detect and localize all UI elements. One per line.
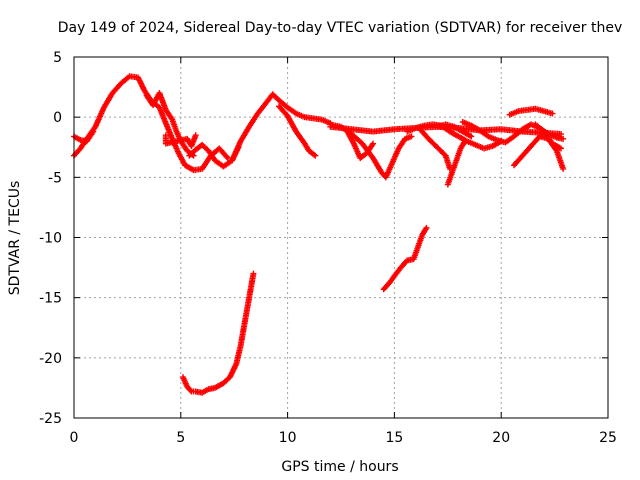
data-point <box>461 138 468 145</box>
chart-title: Day 149 of 2024, Sidereal Day-to-day VTE… <box>58 20 622 36</box>
x-axis-label: GPS time / hours <box>281 459 398 475</box>
y-tick-label: 5 <box>53 50 62 66</box>
series-track-1 <box>71 73 231 174</box>
y-tick-label: -20 <box>39 351 62 367</box>
series-track-19 <box>380 224 430 293</box>
data-point <box>423 224 430 231</box>
data-point <box>90 128 97 135</box>
data-point <box>250 270 257 277</box>
axis-ticks: 0 5 10 15 20 25 5 0 -5 -10 -15 -20 -25 <box>39 50 617 446</box>
data-point <box>370 140 377 147</box>
data-point <box>192 132 199 139</box>
data-point <box>468 133 475 140</box>
y-tick-label: 0 <box>53 110 62 126</box>
series-track-12 <box>434 121 475 140</box>
x-tick-label: 5 <box>176 430 185 446</box>
y-tick-label: -10 <box>39 231 62 247</box>
series-track-11 <box>417 126 453 172</box>
data-point <box>312 152 319 159</box>
series-track-5 <box>229 91 334 164</box>
x-tick-label: 0 <box>70 430 79 446</box>
series-track-17 <box>532 121 565 152</box>
x-tick-label: 15 <box>385 430 403 446</box>
data-point <box>558 145 565 152</box>
data-point <box>560 165 567 172</box>
series-track-13 <box>444 138 468 188</box>
series-track-6 <box>276 103 319 159</box>
y-tick-label: -25 <box>39 411 62 427</box>
y-tick-label: -5 <box>48 170 62 186</box>
x-tick-label: 10 <box>279 430 297 446</box>
y-axis-label: SDTVAR / TECUs <box>7 181 23 296</box>
series-track-18 <box>179 270 257 396</box>
data-point <box>560 135 567 142</box>
data-point <box>311 151 318 158</box>
data-point <box>223 153 230 160</box>
y-tick-label: -15 <box>39 291 62 307</box>
x-tick-label: 20 <box>492 430 510 446</box>
series-track-10 <box>404 121 505 152</box>
series-track-15 <box>506 105 556 118</box>
data-points <box>71 73 567 396</box>
x-tick-label: 25 <box>599 430 617 446</box>
data-point <box>224 155 231 162</box>
data-point <box>549 110 556 117</box>
data-point <box>408 133 415 140</box>
series-track-14 <box>459 118 567 146</box>
data-point <box>187 387 194 394</box>
series-track-7 <box>327 121 415 181</box>
series-track-20 <box>162 132 199 150</box>
